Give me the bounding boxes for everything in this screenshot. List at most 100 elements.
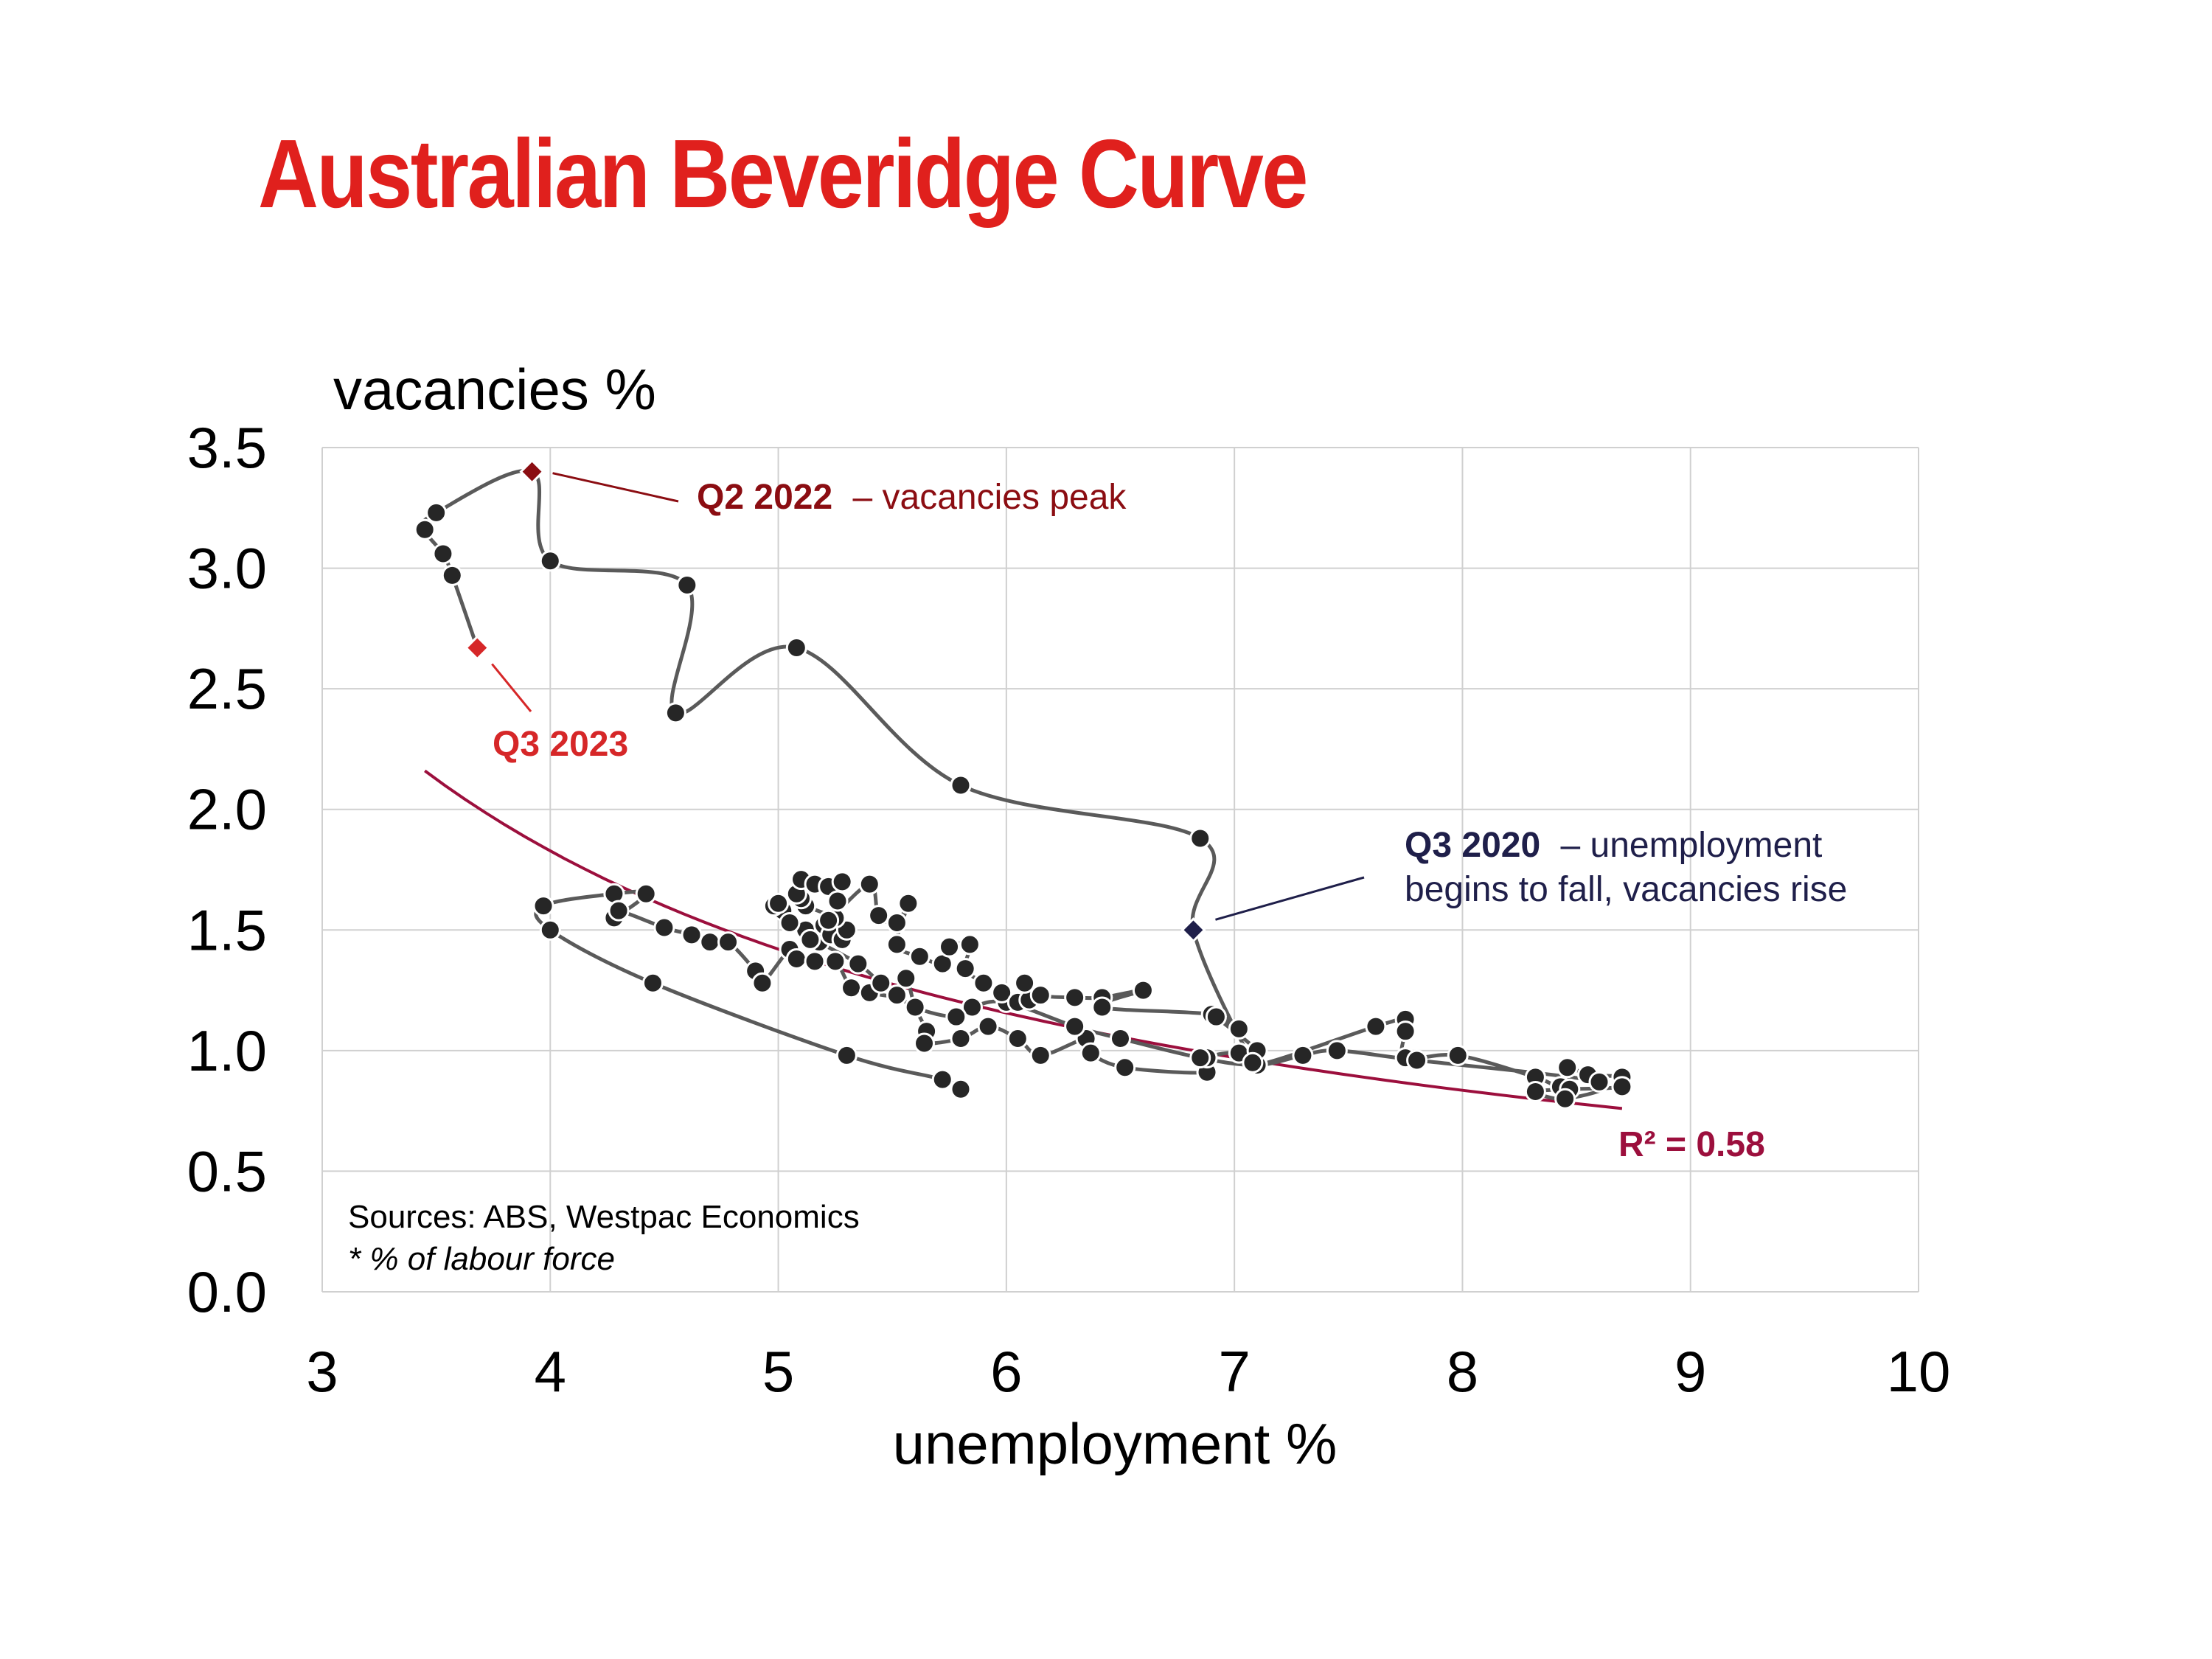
data-point — [931, 1068, 953, 1091]
data-point — [441, 564, 463, 586]
data-point — [1611, 1076, 1633, 1098]
data-point — [950, 774, 972, 796]
axis-ticks: 3 4 5 6 7 8 9 10 0.0 0.5 1.0 1.5 2.0 2.5 3.0 3.5 — [187, 415, 1951, 1404]
data-point — [1326, 1040, 1348, 1062]
data-point — [908, 945, 931, 967]
data-point — [939, 936, 961, 958]
x-axis-label: unemployment % — [893, 1411, 1338, 1476]
data-point — [945, 1006, 967, 1028]
data-point — [818, 909, 840, 931]
data-point — [904, 996, 926, 1018]
annotation-q2-2022-label: Q2 2022 — [697, 478, 832, 517]
data-point — [1091, 996, 1113, 1018]
data-point — [1524, 1080, 1546, 1102]
leader-line-q3-2020 — [1215, 876, 1365, 921]
x-tick-label: 6 — [990, 1339, 1022, 1404]
x-tick-label: 9 — [1674, 1339, 1706, 1404]
x-tick-label: 10 — [1887, 1339, 1951, 1404]
data-point — [676, 574, 698, 596]
data-point — [961, 996, 983, 1018]
data-point — [608, 900, 630, 922]
chart-grid — [321, 447, 1919, 1293]
y-tick-label: 2.5 — [187, 656, 267, 721]
y-tick-label: 0.5 — [187, 1138, 267, 1203]
data-points — [414, 501, 1633, 1110]
data-point — [886, 911, 908, 933]
leader-line-q2-2022 — [552, 472, 679, 503]
data-point — [824, 950, 846, 973]
data-point — [1006, 1028, 1029, 1049]
data-point — [1292, 1044, 1314, 1066]
data-point — [1014, 972, 1036, 994]
data-point — [959, 933, 981, 956]
data-point — [1064, 987, 1086, 1009]
data-point — [950, 1078, 972, 1100]
data-point — [1557, 1057, 1579, 1079]
data-point — [799, 928, 821, 950]
data-point — [1079, 1042, 1102, 1064]
data-point — [779, 911, 801, 933]
data-point — [914, 1032, 936, 1054]
data-point — [973, 972, 995, 994]
data-point — [751, 972, 773, 994]
data-point — [804, 950, 826, 973]
data-point — [1064, 1015, 1086, 1037]
data-point — [414, 518, 436, 540]
annotation-q2-2022: Q2 2022 – vacancies peak — [697, 478, 1127, 517]
data-point — [895, 967, 917, 990]
data-point — [991, 981, 1013, 1004]
annotation-q3-2023: Q3 2023 — [493, 725, 628, 764]
x-tick-label: 7 — [1218, 1339, 1250, 1404]
data-point — [1228, 1018, 1250, 1040]
highlighted-points — [465, 459, 1206, 943]
data-point — [785, 637, 807, 659]
data-point — [653, 917, 675, 939]
data-point — [432, 543, 454, 565]
data-point — [1114, 1057, 1136, 1079]
data-point — [681, 924, 703, 946]
data-point — [1242, 1051, 1264, 1074]
data-point — [1132, 979, 1154, 1001]
data-point — [1588, 1071, 1610, 1093]
data-point — [847, 953, 869, 975]
highlight-marker-q2-2022 — [519, 459, 545, 484]
annotation-q2-2022-text: – vacancies peak — [853, 478, 1127, 517]
footnote: * % of labour force — [348, 1241, 615, 1277]
data-point — [950, 1028, 972, 1049]
x-tick-label: 3 — [306, 1339, 338, 1404]
data-point — [1205, 1006, 1227, 1028]
data-point — [1189, 827, 1211, 849]
data-point — [717, 931, 740, 953]
chart-title: Australian Beveridge Curve — [258, 119, 1308, 228]
x-tick-label: 8 — [1447, 1339, 1478, 1404]
data-point — [425, 501, 448, 524]
data-point — [1394, 1020, 1416, 1043]
data-point — [539, 919, 561, 941]
data-point — [1406, 1049, 1428, 1071]
data-point — [1189, 1047, 1211, 1069]
y-tick-label: 3.0 — [187, 536, 267, 601]
y-axis-label: vacancies % — [333, 357, 656, 422]
highlight-marker-q3-2023 — [465, 635, 490, 661]
data-point — [532, 895, 554, 917]
data-point — [831, 871, 853, 893]
annotation-q3-2020-line2: begins to fall, vacancies rise — [1405, 870, 1847, 909]
y-tick-label: 1.5 — [187, 897, 267, 962]
data-point — [835, 1044, 858, 1066]
leader-line-q3-2023 — [491, 663, 532, 712]
data-point — [699, 931, 721, 953]
r-squared-label: R² = 0.58 — [1618, 1125, 1765, 1164]
y-tick-label: 1.0 — [187, 1018, 267, 1083]
y-tick-label: 3.5 — [187, 415, 267, 480]
data-point — [841, 977, 863, 999]
x-tick-label: 5 — [762, 1339, 794, 1404]
data-point — [539, 550, 561, 572]
annotation-q3-2020: Q3 2020 – unemployment — [1405, 826, 1822, 865]
data-point — [1029, 1044, 1051, 1066]
sources-note: Sources: ABS, Westpac Economics — [348, 1199, 860, 1235]
data-point — [858, 873, 880, 895]
annotation-q3-2020-text: – unemployment — [1561, 826, 1823, 865]
highlight-marker-q3-2020 — [1180, 917, 1206, 943]
data-point — [886, 933, 908, 956]
